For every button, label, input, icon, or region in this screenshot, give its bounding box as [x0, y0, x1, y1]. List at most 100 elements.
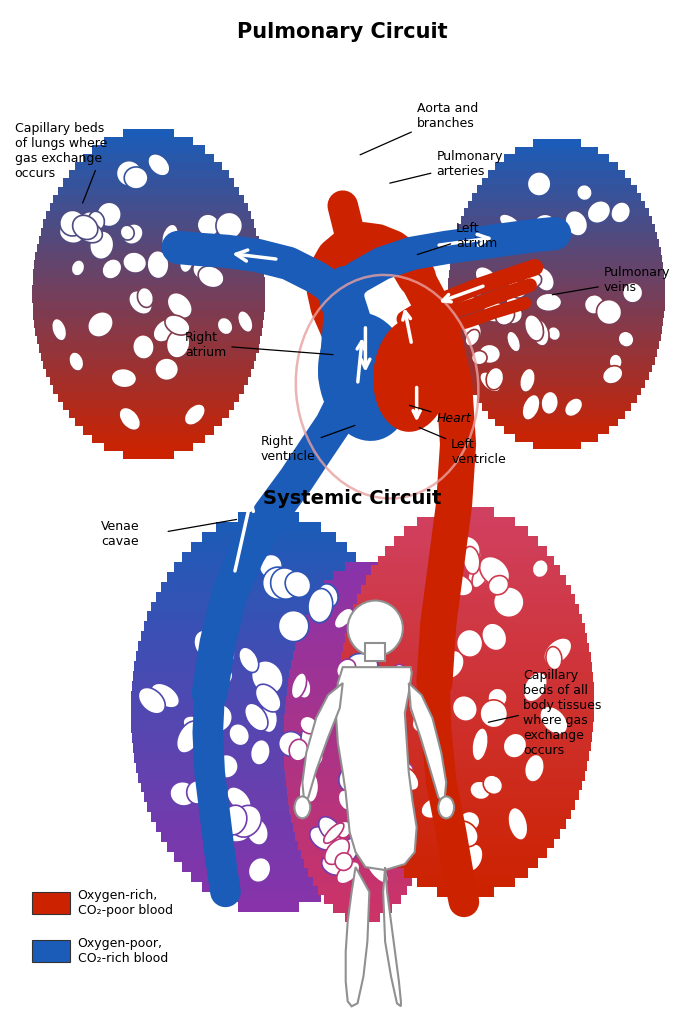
Bar: [35, 326, 262, 336]
Bar: [41, 350, 257, 360]
Ellipse shape: [483, 302, 506, 323]
Bar: [131, 691, 406, 702]
Ellipse shape: [69, 352, 83, 371]
Bar: [504, 424, 609, 434]
Ellipse shape: [527, 172, 551, 197]
Ellipse shape: [382, 622, 400, 647]
Ellipse shape: [237, 310, 253, 333]
Ellipse shape: [342, 665, 368, 694]
Ellipse shape: [333, 837, 344, 855]
Ellipse shape: [193, 260, 215, 281]
Ellipse shape: [596, 300, 622, 325]
Bar: [63, 399, 235, 410]
Bar: [338, 701, 594, 713]
Bar: [468, 378, 645, 388]
Ellipse shape: [166, 330, 190, 358]
Bar: [357, 594, 575, 606]
Bar: [202, 531, 335, 544]
Ellipse shape: [444, 573, 473, 596]
Bar: [345, 633, 587, 645]
Bar: [156, 592, 382, 603]
Ellipse shape: [352, 820, 369, 837]
Bar: [174, 850, 364, 862]
Bar: [136, 761, 402, 772]
Ellipse shape: [227, 786, 251, 812]
Ellipse shape: [324, 823, 344, 844]
Bar: [32, 293, 265, 303]
Ellipse shape: [117, 161, 142, 186]
Bar: [338, 711, 593, 722]
Bar: [333, 570, 393, 582]
Bar: [284, 714, 441, 725]
Ellipse shape: [221, 805, 247, 835]
Ellipse shape: [122, 224, 143, 245]
Ellipse shape: [475, 266, 497, 290]
Ellipse shape: [289, 739, 308, 761]
Ellipse shape: [216, 212, 242, 239]
Ellipse shape: [322, 855, 346, 876]
Bar: [50, 375, 248, 385]
Ellipse shape: [338, 790, 353, 810]
Text: Right
ventricle: Right ventricle: [261, 425, 355, 463]
Bar: [144, 791, 394, 803]
Bar: [161, 582, 377, 594]
Ellipse shape: [565, 211, 588, 237]
Bar: [385, 546, 547, 557]
Bar: [345, 562, 380, 572]
Bar: [33, 309, 264, 319]
Bar: [68, 409, 228, 418]
Bar: [458, 355, 655, 365]
Bar: [308, 606, 417, 617]
Bar: [136, 651, 402, 664]
Ellipse shape: [622, 283, 642, 303]
Bar: [41, 227, 257, 238]
Bar: [75, 417, 222, 426]
Ellipse shape: [369, 792, 400, 824]
Ellipse shape: [202, 782, 225, 802]
Ellipse shape: [465, 330, 480, 346]
Ellipse shape: [78, 212, 95, 229]
Bar: [33, 268, 264, 279]
Ellipse shape: [459, 811, 480, 831]
Ellipse shape: [229, 724, 249, 745]
Bar: [83, 154, 215, 164]
Bar: [338, 691, 594, 702]
Bar: [167, 841, 371, 852]
Ellipse shape: [339, 764, 367, 792]
Bar: [32, 285, 265, 295]
Ellipse shape: [533, 267, 554, 291]
Bar: [448, 286, 665, 295]
Ellipse shape: [184, 403, 206, 425]
Bar: [366, 817, 566, 829]
Bar: [404, 866, 528, 878]
Ellipse shape: [285, 571, 310, 597]
Bar: [350, 778, 582, 791]
Bar: [161, 830, 377, 842]
Ellipse shape: [200, 666, 233, 689]
Ellipse shape: [339, 733, 366, 758]
Ellipse shape: [228, 236, 245, 259]
FancyBboxPatch shape: [32, 940, 70, 962]
Bar: [456, 231, 657, 242]
Ellipse shape: [546, 646, 562, 670]
Ellipse shape: [363, 623, 374, 640]
Ellipse shape: [230, 805, 262, 838]
Ellipse shape: [409, 696, 427, 725]
Bar: [453, 247, 661, 257]
Ellipse shape: [419, 651, 444, 683]
Polygon shape: [346, 867, 369, 1007]
Text: Pulmonary
veins: Pulmonary veins: [553, 266, 671, 295]
Ellipse shape: [584, 295, 604, 314]
Ellipse shape: [71, 260, 85, 276]
Ellipse shape: [151, 683, 179, 708]
Bar: [285, 768, 440, 778]
Bar: [468, 201, 645, 210]
Ellipse shape: [506, 293, 520, 308]
Bar: [135, 751, 403, 763]
Bar: [135, 662, 403, 673]
Bar: [515, 146, 598, 157]
Bar: [504, 155, 609, 164]
Bar: [68, 170, 228, 180]
Ellipse shape: [197, 214, 219, 237]
Bar: [339, 730, 592, 741]
